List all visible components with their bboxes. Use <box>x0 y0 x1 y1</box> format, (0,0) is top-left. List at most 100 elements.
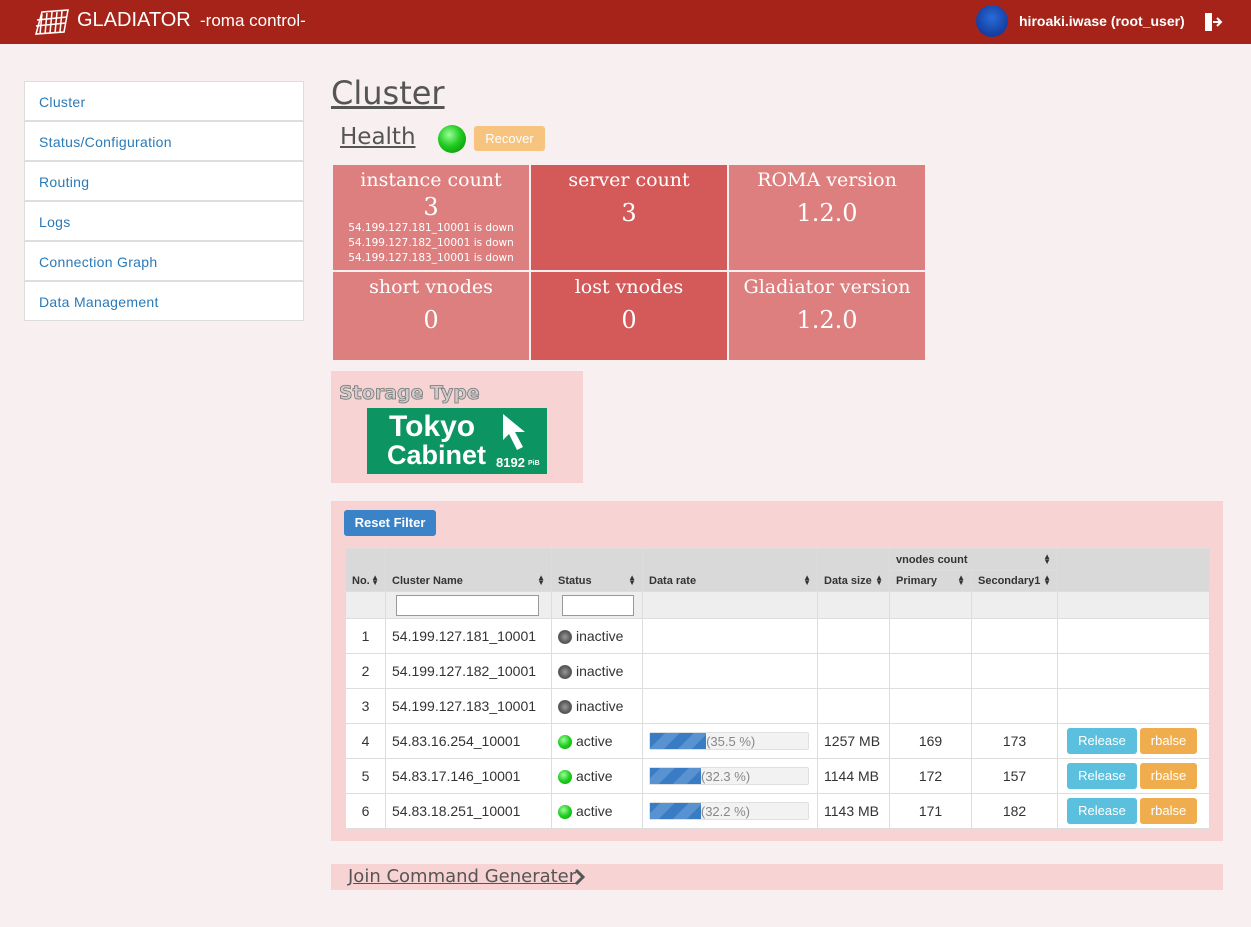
sort-icon[interactable]: ▲ ▼ <box>1043 573 1051 587</box>
sort-icon[interactable]: ▲ ▼ <box>1043 551 1051 566</box>
sort-icon[interactable]: ▲ ▼ <box>371 573 379 587</box>
column-header[interactable]: Primary ▲ ▼ <box>889 570 972 592</box>
logo-arrow <box>503 414 525 450</box>
storage-panel: Storage Type Tokyo Cabinet 8192 PiB <box>331 371 583 483</box>
page-title: Cluster <box>331 74 445 112</box>
tile-label: short vnodes <box>369 276 493 298</box>
table-panel: Reset Filter No. ▲ ▼ Cluster Name ▲ ▼ Status ▲ ▼… <box>331 501 1223 841</box>
cell-data-rate: (32.2 %) <box>642 793 818 829</box>
filter-row <box>345 591 1210 619</box>
sort-icon[interactable]: ▲ ▼ <box>803 573 811 587</box>
cell-actions <box>1057 653 1210 689</box>
cell-status: active <box>551 758 643 794</box>
tile-label: instance count <box>360 169 502 191</box>
column-title: Secondary1 <box>978 575 1041 587</box>
nav-item[interactable]: Logs <box>24 201 304 241</box>
logo-line: Tokyo <box>389 410 476 443</box>
tile-value: 0 <box>621 306 637 334</box>
column-group-header[interactable]: vnodes count ▲ ▼ <box>889 548 1058 571</box>
status-dot <box>558 735 572 750</box>
nav-item[interactable]: Status/Configuration <box>24 121 304 161</box>
sort-icon[interactable]: ▲ ▼ <box>875 573 883 587</box>
filter-input[interactable] <box>562 594 634 616</box>
filter-input[interactable] <box>396 594 539 616</box>
status-text: inactive <box>576 662 624 679</box>
filter-cell <box>642 591 818 619</box>
cell-secondary: 182 <box>971 793 1058 829</box>
progress-bar <box>650 733 707 749</box>
filter-cell <box>1057 591 1210 619</box>
join-link[interactable]: Join Command Generater <box>348 866 577 887</box>
rbalse-button[interactable]: rbalse <box>1140 798 1197 824</box>
status-text: active <box>576 732 613 749</box>
status-dot <box>558 665 572 680</box>
progress-bar <box>650 803 701 819</box>
rbalse-button[interactable]: rbalse <box>1140 763 1197 789</box>
cell-status: active <box>551 723 643 759</box>
sort-icon[interactable]: ▲ ▼ <box>537 573 545 587</box>
progress-bar <box>650 768 702 784</box>
release-button[interactable]: Release <box>1067 798 1137 824</box>
column-header <box>1057 548 1210 592</box>
column-header[interactable]: Secondary1 ▲ ▼ <box>971 570 1058 592</box>
avatar[interactable] <box>976 5 1008 37</box>
progress-label: (32.2 %) <box>700 804 751 819</box>
storage-logo: Tokyo Cabinet 8192 PiB <box>367 408 547 474</box>
column-header[interactable]: Data rate ▲ ▼ <box>642 548 818 592</box>
release-button[interactable]: Release <box>1067 763 1137 789</box>
header-row: Primary ▲ ▼ Secondary1 ▲ ▼ <box>346 570 1210 592</box>
nav-item[interactable]: Data Management <box>24 281 304 321</box>
cell-no: 4 <box>345 723 386 759</box>
cell-data-rate <box>642 653 818 689</box>
nav-item[interactable]: Routing <box>24 161 304 201</box>
cell-actions <box>1057 618 1210 654</box>
table-row: 1 54.199.127.181_10001 inactive <box>345 618 1210 654</box>
column-header[interactable]: Cluster Name ▲ ▼ <box>385 548 552 592</box>
rbalse-button[interactable]: rbalse <box>1140 728 1197 754</box>
cell-primary <box>889 618 972 654</box>
cell-data-size: 1144 MB <box>817 758 890 794</box>
nav-item[interactable]: Cluster <box>24 81 304 121</box>
cell-secondary: 157 <box>971 758 1058 794</box>
status-text: inactive <box>576 627 624 644</box>
logo-line: Cabinet <box>387 440 487 470</box>
reset-filter-button[interactable]: Reset Filter <box>344 510 436 536</box>
sort-icon[interactable]: ▲ ▼ <box>957 573 965 587</box>
column-header[interactable]: No. ▲ ▼ <box>345 548 386 592</box>
cell-name: 54.83.18.251_10001 <box>385 793 552 829</box>
nav-item[interactable]: Connection Graph <box>24 241 304 281</box>
tile-note: 54.199.127.182_10001 is down <box>348 237 514 249</box>
table-row: 3 54.199.127.183_10001 inactive <box>345 688 1210 724</box>
column-title: Data size <box>824 575 872 587</box>
recover-button[interactable]: Recover <box>474 126 545 151</box>
status-dot <box>558 770 572 785</box>
cell-name: 54.199.127.181_10001 <box>385 618 552 654</box>
column-title: Cluster Name <box>392 575 463 587</box>
cell-status: inactive <box>551 688 643 724</box>
cell-data-size <box>817 618 890 654</box>
cell-actions: Release rbalse <box>1057 758 1210 794</box>
cell-actions: Release rbalse <box>1057 793 1210 829</box>
brand-subtitle: -roma control- <box>200 11 306 30</box>
user-name[interactable]: hiroaki.iwase (root_user) <box>1019 13 1185 29</box>
logout-icon[interactable] <box>1203 12 1223 32</box>
release-button[interactable]: Release <box>1067 728 1137 754</box>
cell-name: 54.199.127.183_10001 <box>385 688 552 724</box>
cell-status: inactive <box>551 653 643 689</box>
header-row: No. ▲ ▼ Cluster Name ▲ ▼ Status ▲ ▼ Data rate ▲ ▼ Da… <box>345 548 1210 592</box>
column-title: Data rate <box>649 575 697 587</box>
cell-name: 54.83.17.146_10001 <box>385 758 552 794</box>
progress-label: (35.5 %) <box>706 734 756 749</box>
cell-data-size <box>817 653 890 689</box>
sort-icon[interactable]: ▲ ▼ <box>628 573 636 587</box>
column-header[interactable]: Data size ▲ ▼ <box>817 548 890 592</box>
table-row: 5 54.83.17.146_10001 active (32.3 %) 1144 MB… <box>345 758 1210 794</box>
stat-tile: ROMA version 1.2.0 <box>729 165 925 270</box>
health-label: Health <box>340 124 416 150</box>
cell-secondary <box>971 653 1058 689</box>
tile-value: 1.2.0 <box>796 306 858 334</box>
tile-label: server count <box>568 169 690 191</box>
column-header[interactable]: Status ▲ ▼ <box>551 548 643 592</box>
cell-data-size: 1143 MB <box>817 793 890 829</box>
tile-value: 1.2.0 <box>796 199 858 227</box>
